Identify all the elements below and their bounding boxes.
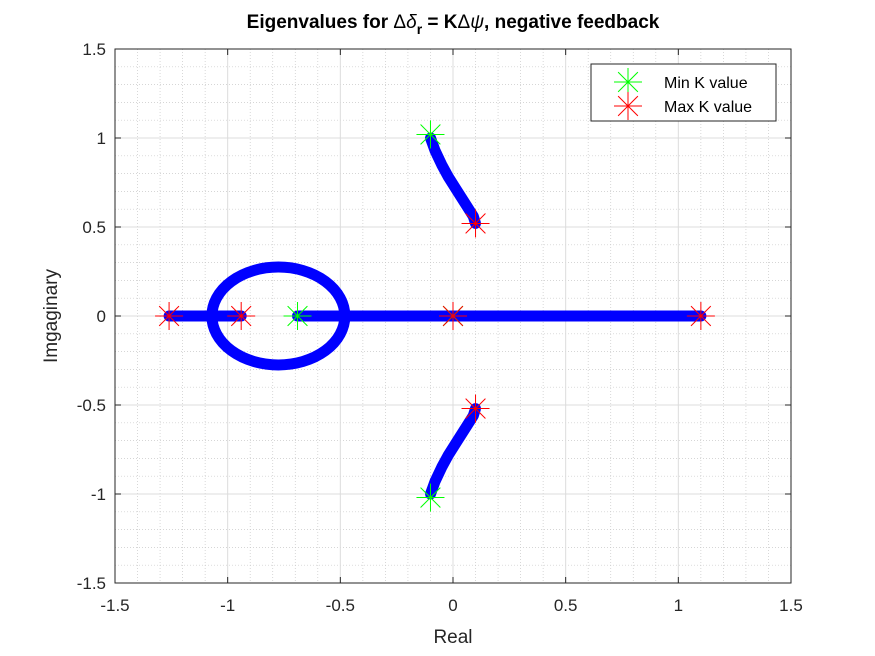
- legend-min-label: Min K value: [664, 75, 748, 92]
- min-k-marker: [416, 120, 445, 149]
- max-k-marker: [439, 302, 467, 330]
- y-tick-label: -0.5: [77, 396, 106, 415]
- k-markers: [155, 120, 715, 512]
- legend-max-asterisk: [614, 92, 642, 120]
- legend-min-marker: [614, 68, 642, 96]
- min-k-marker-stroke: [420, 124, 441, 145]
- max-k-marker-stroke: [465, 398, 486, 419]
- x-tick-label: 0.5: [554, 596, 578, 615]
- x-tick-labels: -1.5 -1 -0.5 0 0.5 1 1.5: [100, 596, 802, 615]
- max-k-marker: [461, 209, 490, 238]
- legend-min-asterisk-stroke: [617, 71, 639, 93]
- max-k-marker: [227, 302, 256, 330]
- x-tick-label: -0.5: [326, 596, 355, 615]
- min-k-marker: [283, 302, 312, 330]
- chart-title: Eigenvalues for Δδr = KΔψ, negative feed…: [247, 12, 660, 37]
- title-subscript: r: [417, 21, 423, 37]
- max-k-marker: [686, 302, 715, 330]
- y-tick-label: 1: [97, 129, 106, 148]
- title-delta-2: Δ: [458, 12, 471, 33]
- x-axis-label: Real: [433, 627, 472, 648]
- title-psi: ψ: [470, 12, 484, 33]
- min-k-marker-stroke: [420, 487, 441, 508]
- locus-branch-lower: [425, 403, 481, 500]
- title-delta-1: Δ: [393, 12, 406, 33]
- tick-marks: [114, 48, 792, 584]
- max-k-marker-stroke: [465, 213, 486, 234]
- y-axis-label: Imgaginary: [41, 269, 62, 363]
- locus-branch-loop: [206, 261, 351, 371]
- y-tick-label: 0: [97, 307, 106, 326]
- min-k-marker: [416, 483, 445, 512]
- max-k-marker-stroke: [442, 305, 464, 327]
- y-tick-label: -1: [91, 485, 106, 504]
- max-k-marker-stroke: [690, 305, 712, 327]
- max-k-marker-stroke: [158, 305, 180, 327]
- x-tick-label: 0: [448, 596, 457, 615]
- title-suffix: , negative feedback: [484, 12, 660, 33]
- x-tick-label: 1.5: [779, 596, 803, 615]
- max-k-marker-stroke: [230, 305, 252, 327]
- legend-max-marker: [614, 92, 642, 120]
- title-prefix: Eigenvalues for: [247, 12, 394, 33]
- legend-min-asterisk: [614, 68, 642, 96]
- title-equals: = K: [422, 12, 458, 33]
- y-tick-labels: -1.5 -1 -0.5 0 0.5 1 1.5: [77, 40, 106, 593]
- y-tick-label: 0.5: [82, 218, 106, 237]
- legend-max-label: Max K value: [664, 99, 752, 116]
- title-delta-small: δ: [406, 12, 417, 33]
- max-k-marker: [155, 302, 184, 330]
- y-tick-label: 1.5: [82, 40, 106, 59]
- x-tick-label: 1: [674, 596, 683, 615]
- y-tick-label: -1.5: [77, 574, 106, 593]
- legend: Min K value Max K value: [590, 63, 777, 122]
- min-k-marker-stroke: [287, 305, 308, 327]
- x-tick-label: -1: [220, 596, 235, 615]
- locus-branch-upper: [425, 132, 481, 229]
- max-k-marker: [461, 394, 490, 423]
- x-tick-label: -1.5: [100, 596, 129, 615]
- locus-curves: [163, 132, 707, 500]
- legend-max-asterisk-stroke: [617, 95, 639, 117]
